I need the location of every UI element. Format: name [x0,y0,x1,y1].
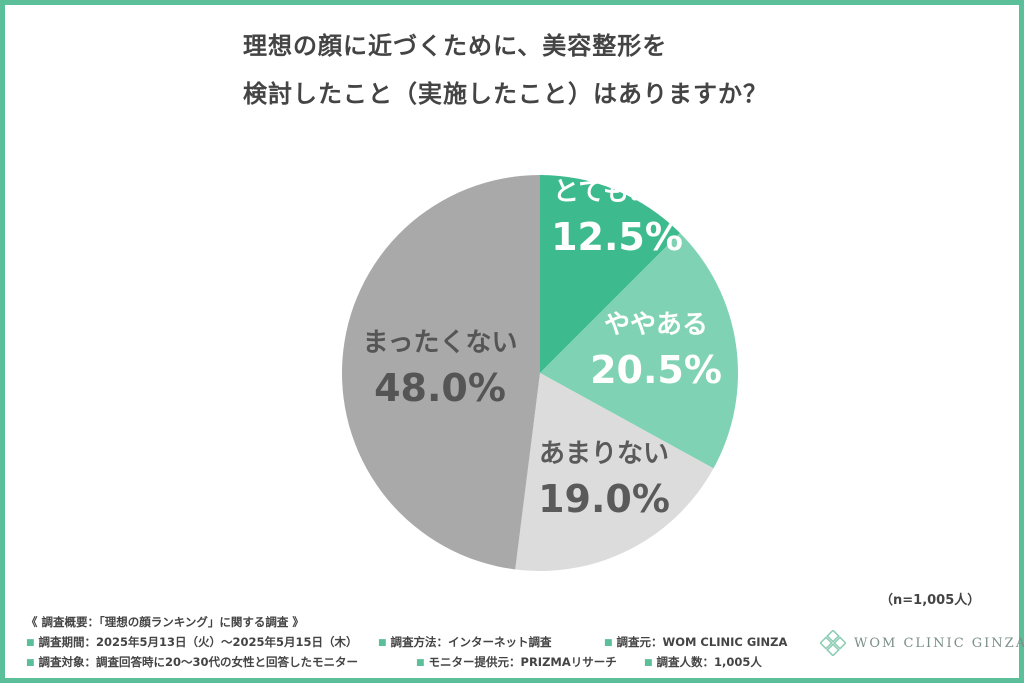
logo-text: WOM CLINIC GINZA [854,635,1024,651]
slice-value-label: 20.5% [590,348,722,392]
bullet-icon: ■ [604,638,613,648]
pie-slice [341,175,540,570]
bullet-icon: ■ [378,638,387,648]
survey-target: ■ 調査対象：調査回答時に20～30代の女性と回答したモニター [26,655,359,669]
sample-size: （n=1,005人） [880,593,981,608]
title-line-2: 検討したこと（実施したこと）はありますか？ [243,80,768,108]
survey-provider: ■ モニター提供元：PRIZMAリサーチ [416,655,617,669]
slice-label: まったくない [363,328,518,358]
pie-slice [540,175,681,373]
bullet-icon: ■ [416,658,425,668]
slice-value-label: 12.5% [551,215,683,259]
slice-label: ややある [604,310,708,340]
clinic-logo-icon [820,630,846,656]
survey-header: 《 調査概要：「理想の顔ランキング」に関する調査 》 [26,615,304,629]
pie-slice [540,232,738,469]
bullet-icon: ■ [26,658,35,668]
survey-method: ■ 調査方法：インターネット調査 [378,635,552,649]
pie-slice [515,373,714,572]
bullet-icon: ■ [644,658,653,668]
survey-source: ■ 調査元：WOM CLINIC GINZA [604,635,788,649]
survey-count: ■ 調査人数：1,005人 [644,655,762,669]
chart-title: 理想の顔に近づくために、美容整形を 検討したこと（実施したこと）はありますか？ [243,22,768,118]
slice-label: とてもある [553,177,681,207]
survey-period: ■ 調査期間：2025年5月13日（火）～2025年5月15日（木） [26,635,358,649]
slice-value-label: 19.0% [538,477,670,521]
bullet-icon: ■ [26,638,35,648]
slice-value-label: 48.0% [374,366,506,410]
title-line-1: 理想の顔に近づくために、美容整形を [243,32,668,60]
brand-logo: WOM CLINIC GINZA [820,630,1024,656]
slice-label: あまりない [539,439,669,469]
